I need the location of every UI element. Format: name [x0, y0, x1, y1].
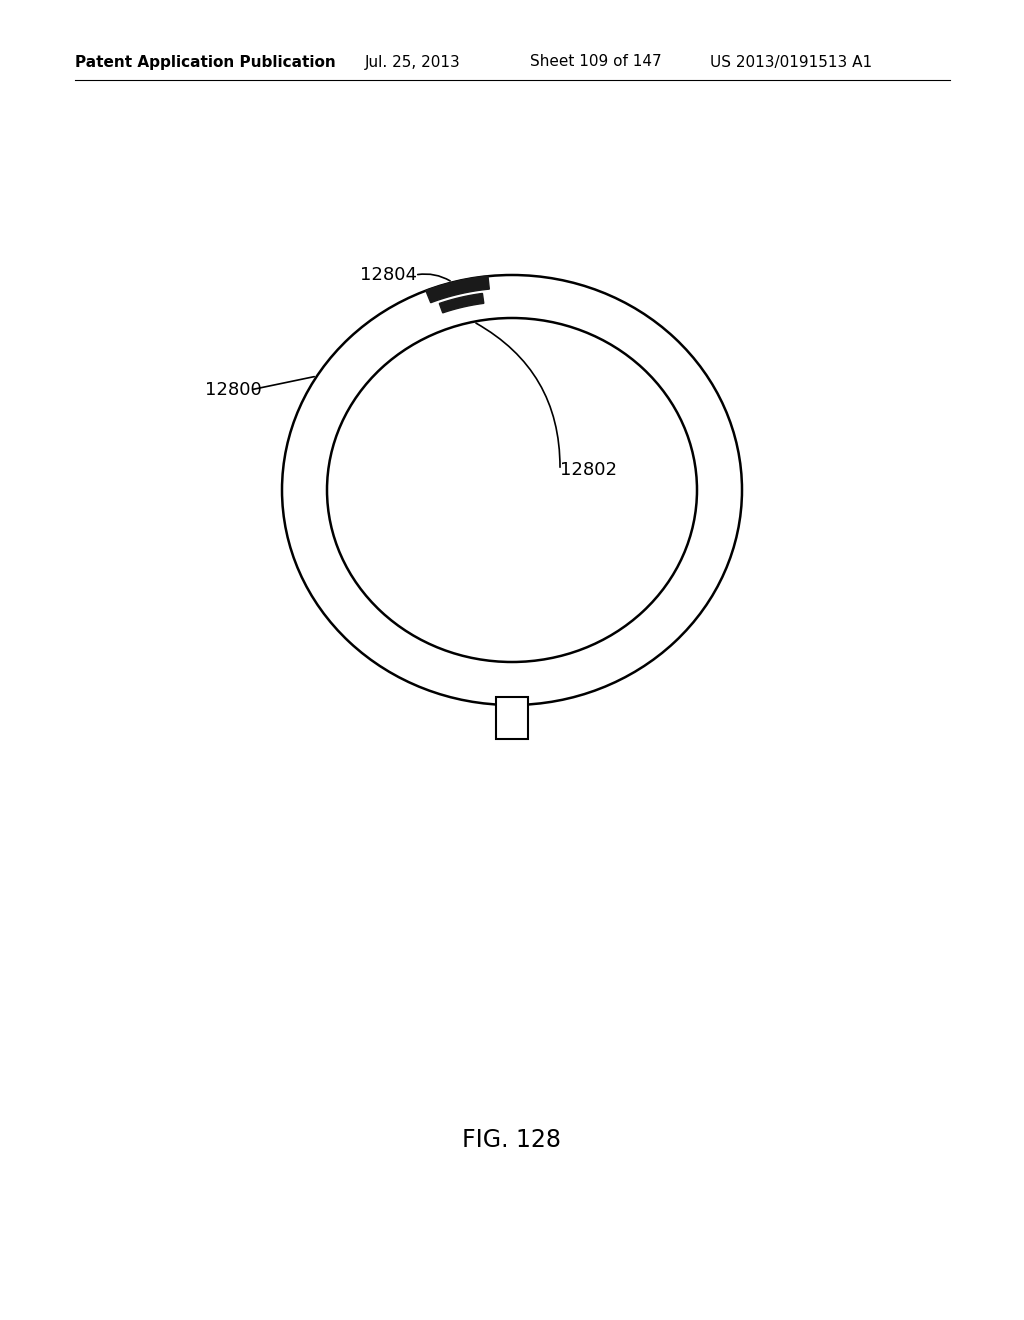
Ellipse shape	[327, 318, 697, 663]
Text: Sheet 109 of 147: Sheet 109 of 147	[530, 54, 662, 70]
Text: US 2013/0191513 A1: US 2013/0191513 A1	[710, 54, 872, 70]
Text: FIG. 128: FIG. 128	[463, 1129, 561, 1152]
Text: Patent Application Publication: Patent Application Publication	[75, 54, 336, 70]
Ellipse shape	[282, 275, 742, 705]
Text: 12802: 12802	[560, 461, 617, 479]
Text: 12800: 12800	[205, 381, 262, 399]
Bar	[496, 697, 528, 739]
Polygon shape	[426, 276, 489, 302]
Text: Jul. 25, 2013: Jul. 25, 2013	[365, 54, 461, 70]
Polygon shape	[439, 293, 483, 313]
Text: 12804: 12804	[360, 267, 417, 284]
